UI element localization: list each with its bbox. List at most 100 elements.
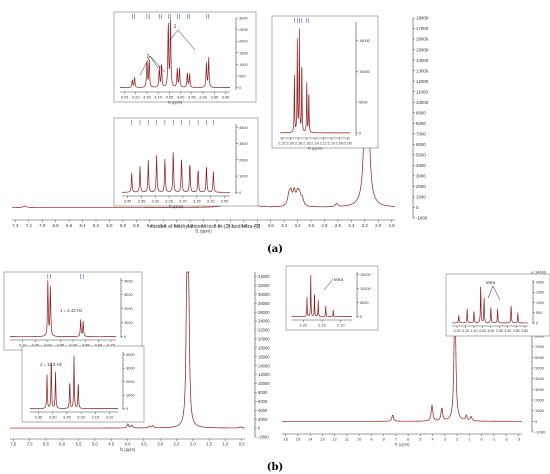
y-tick-label: 2500: [239, 27, 248, 32]
y-tick-label: -1000: [416, 216, 428, 221]
y-tick-label: 6000: [416, 142, 426, 147]
y-tick-label: 4000: [535, 376, 545, 381]
x-tick-label: 2: [456, 437, 459, 442]
y-tick-label: 14000: [416, 58, 429, 63]
x-tick-label: 4.0: [241, 223, 248, 228]
x-tick-label: 2.16: [303, 140, 311, 145]
x-tick-label: 3.15: [92, 414, 100, 419]
y-tick-label: 10000: [416, 100, 429, 105]
x-tick-label: 5.4: [147, 223, 154, 228]
x-tick-label: 6.6: [66, 223, 73, 228]
y-tick-label: 15000: [359, 38, 371, 43]
y-tick-label: 3000: [126, 366, 135, 371]
x-tick-label: 3.90: [504, 329, 511, 333]
y-tick-label: 34000: [258, 274, 270, 279]
x-tick-label: 4.00: [44, 342, 52, 347]
y-tick-label: 9000: [416, 110, 426, 115]
x-tick-label: -1: [492, 437, 496, 442]
x-tick-label: 2.14: [311, 140, 319, 145]
y-tick-label: 18000: [258, 345, 270, 350]
x-tick-label: 2.5: [174, 442, 180, 447]
y-tick-label: 2000: [124, 306, 133, 311]
x-tick-label: 3.95: [57, 342, 65, 347]
y-tick-label: 14000: [258, 363, 270, 368]
x-tick-label: 4.6: [200, 223, 207, 228]
spectrum-trace: [122, 152, 230, 193]
x-tick-label: 3.05: [221, 198, 229, 203]
y-tick-label: 22000: [258, 328, 270, 333]
x-tick-label: 4.15: [143, 94, 151, 99]
annotation-arrow: [149, 55, 166, 73]
x-axis-label: f1 (ppm): [169, 203, 184, 208]
x-tick-label: 3.4: [281, 223, 288, 228]
y-tick-label: 5000: [416, 153, 426, 158]
y-tick-label: 2000: [416, 184, 426, 189]
x-tick-label: 5.0: [174, 223, 181, 228]
y-tick-label: 12000: [258, 372, 270, 377]
x-tick-label: 5.2: [160, 223, 167, 228]
y-tick-label: 0: [359, 130, 362, 135]
y-tick-label: 2000: [239, 157, 248, 162]
x-tick-label: 6.0: [59, 442, 65, 447]
x-tick-label: 16: [283, 437, 288, 442]
y-tick-label: 0: [239, 190, 242, 195]
x-tick-label: 2.06: [344, 140, 352, 145]
y-tick-label: 10000: [360, 287, 371, 291]
x-tick-label: 7.5: [10, 442, 16, 447]
x-tick-label: 4.4: [214, 223, 221, 228]
x-tick-label: 3.75: [107, 342, 115, 347]
y-tick-label: 3000: [416, 174, 426, 179]
y-tick-label: 4000: [124, 278, 133, 283]
spectrum-trace: [282, 286, 522, 422]
y-tick-label: 0: [124, 334, 127, 339]
main-spectrum-b-left: 7.5 7.0 6.5 6.0 5.5 5.0 4.5 4.0 3.5 3.0 2.5 2.0 1.5 1…: [10, 271, 270, 452]
inset-b3: 2.20 2.15 2.10 15000 10000 5000 0: [285, 265, 379, 331]
x-tick-label: 2.6: [335, 223, 342, 228]
x-tick-label: 1.0: [223, 442, 229, 447]
y-tick-label: 5000: [359, 100, 368, 105]
x-tick-label: 4.20: [132, 94, 140, 99]
x-tick-label: 2.4: [348, 223, 355, 228]
y-tick-label: 18000: [416, 16, 429, 21]
annotation-arrow: [149, 55, 159, 69]
x-tick-label: 3.20: [179, 198, 187, 203]
inset-b2: 3.35 3.30 3.25 3.20 3.15 3.10 4000 3000 2000 1000…: [21, 345, 145, 423]
x-axis-label: f1 (ppm): [120, 447, 136, 452]
spectrum-trace: [292, 274, 352, 317]
x-tick-label: 0.5: [239, 442, 245, 447]
x-tick-label: 3.10: [207, 198, 215, 203]
x-tick-label: 7.4: [12, 223, 19, 228]
y-tick-label: 4000: [416, 163, 426, 168]
x-tick-label: 3.35: [138, 198, 146, 203]
inset-a2: 2.22 2.20 2.18 2.16 2.14 2.12 2.10 2.08 2.06 f1 (…: [271, 15, 379, 150]
x-tick-label: 6.0: [106, 223, 113, 228]
x-tick-label: 3.35: [35, 414, 43, 419]
y-tick-label: -1000: [535, 430, 546, 435]
y-tick-label: 20000: [258, 337, 270, 342]
panel-label-a: (a): [267, 244, 283, 255]
y-tick-label: 10000: [359, 69, 371, 74]
spectrum-trace: [10, 280, 116, 337]
x-tick-label: 4.8: [187, 223, 194, 228]
y-tick-label: 6000: [535, 355, 545, 360]
x-tick-label: 13: [320, 437, 325, 442]
x-tick-label: -2: [504, 437, 508, 442]
x-tick-label: 4.05: [31, 342, 39, 347]
x-tick-label: 2.10: [337, 323, 344, 327]
x-tick-label: 15: [296, 437, 301, 442]
y-tick-label: 10000: [258, 381, 270, 386]
tetra-annotation-2: tetra: [486, 280, 496, 285]
annotation-arrow: [492, 285, 501, 301]
x-tick-label: 2.20: [300, 323, 307, 327]
y-tick-label: 15000: [360, 273, 371, 277]
tetra-annotation-1: tetra: [334, 277, 344, 282]
panel-label-b: (b): [267, 462, 283, 473]
x-tick-label: 4.25: [121, 94, 129, 99]
x-tick-label: -3: [517, 437, 521, 442]
x-tick-label: 4.05: [479, 329, 486, 333]
annotation-arrow: [177, 29, 196, 51]
inset-frame: [21, 345, 145, 423]
y-tick-label: 1000: [126, 393, 135, 398]
y-tick-label: 0: [239, 85, 242, 90]
x-tick-label: 6.4: [79, 223, 86, 228]
